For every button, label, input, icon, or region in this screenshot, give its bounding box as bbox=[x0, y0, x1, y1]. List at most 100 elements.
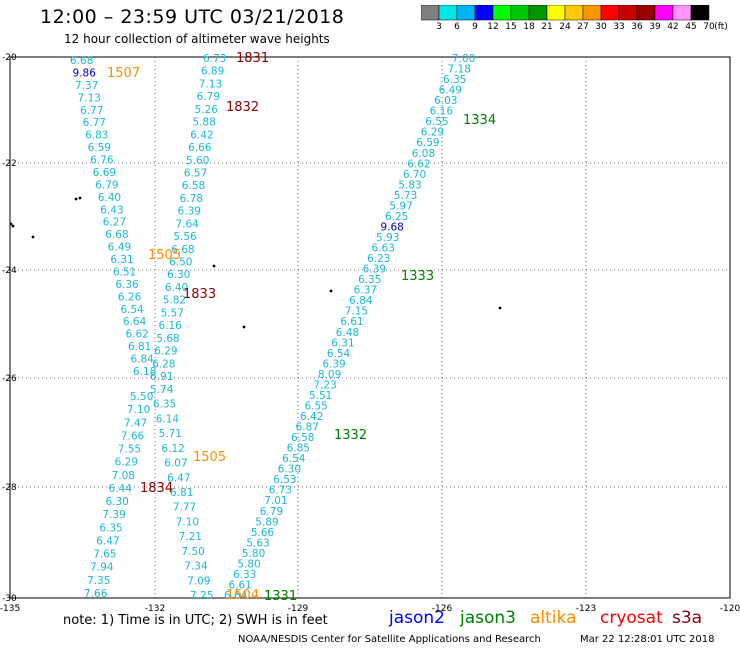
track-a-value: 6.51 bbox=[113, 266, 136, 278]
longitude-label: -129 bbox=[288, 604, 309, 614]
track-c-value: 6.48 bbox=[336, 327, 359, 339]
track-c-value: 6.35 bbox=[358, 274, 381, 286]
track-c-value: 6.59 bbox=[416, 137, 439, 149]
track-b-value: 6.39 bbox=[178, 206, 201, 218]
track-b-value: 6.73 bbox=[203, 53, 226, 65]
track-c-value: 6.08 bbox=[412, 148, 435, 160]
track-a-value: 6.76 bbox=[90, 155, 114, 167]
track-a-value: 6.31 bbox=[110, 254, 133, 266]
track-c-value: 7.18 bbox=[448, 64, 471, 76]
track-b-value: 6.07 bbox=[164, 458, 187, 470]
track-a-value: 6.27 bbox=[103, 217, 126, 229]
track-b-value: 5.26 bbox=[195, 104, 219, 116]
track-a-value: 6.43 bbox=[100, 204, 123, 216]
track-b-value: 6.42 bbox=[190, 129, 213, 141]
legend-altika: altika bbox=[530, 608, 577, 628]
color-scale-tick: 6 bbox=[454, 22, 460, 32]
track-b-value: 6.91 bbox=[150, 371, 173, 383]
track-a-value: 6.77 bbox=[80, 105, 103, 117]
track-c-value: 9.68 bbox=[380, 221, 403, 233]
track-b-value: 6.28 bbox=[152, 358, 175, 370]
color-scale-ticks: 3 6 9 12 15 18 21 24 27 30 33 36 39 42 45 70 (ft) bbox=[421, 22, 740, 34]
track-a-value: 7.37 bbox=[75, 80, 98, 92]
latitude-label: -22 bbox=[2, 159, 17, 169]
island-marker bbox=[498, 306, 502, 310]
track-c-value: 5.97 bbox=[389, 200, 412, 212]
color-scale-tick: 27 bbox=[577, 22, 589, 32]
color-scale-tick: 15 bbox=[505, 22, 517, 32]
track-b-value: 6.35 bbox=[153, 399, 176, 411]
island-marker bbox=[74, 197, 78, 201]
track-c-value: 6.62 bbox=[407, 158, 430, 170]
track-a-value: 6.29 bbox=[115, 457, 138, 469]
track-c-value: 6.63 bbox=[372, 243, 395, 255]
track-c-value: 6.16 bbox=[430, 106, 454, 118]
track-a-value: 6.68 bbox=[70, 55, 93, 67]
track-c-value: 6.49 bbox=[439, 85, 462, 97]
color-scale-unit: (ft) bbox=[714, 22, 728, 32]
track-c-value: 6.55 bbox=[304, 400, 327, 412]
track-a-value: 5.50 bbox=[130, 391, 153, 403]
longitude-label: -135 bbox=[0, 604, 20, 614]
track-a-value: 6.26 bbox=[118, 291, 142, 303]
pass-number-label: 1334 bbox=[463, 113, 496, 128]
track-c-value: 6.84 bbox=[349, 295, 373, 307]
track-a-value: 6.40 bbox=[98, 192, 121, 204]
track-a-value: 6.54 bbox=[120, 304, 144, 316]
color-scale-tick: 9 bbox=[472, 22, 478, 32]
legend-jason3: jason3 bbox=[460, 608, 516, 628]
track-a-value: 6.69 bbox=[93, 167, 116, 179]
track-b-value: 6.89 bbox=[201, 66, 224, 78]
track-c-value: 6.54 bbox=[327, 348, 351, 360]
track-b-value: 6.16 bbox=[158, 320, 182, 332]
track-b-value: 5.71 bbox=[159, 428, 182, 440]
track-b-value: 6.40 bbox=[165, 282, 188, 294]
page-subtitle: 12 hour collection of altimeter wave hei… bbox=[64, 32, 330, 46]
track-a-value: 7.66 bbox=[121, 430, 145, 442]
latitude-label: -20 bbox=[2, 53, 17, 63]
track-c-value: 7.00 bbox=[452, 53, 475, 65]
track-c-value: 6.64 bbox=[224, 590, 248, 602]
longitude-label: -123 bbox=[576, 604, 596, 614]
color-scale-tick: 70 bbox=[703, 22, 715, 32]
color-scale-tick: 39 bbox=[649, 22, 661, 32]
track-b-value: 5.74 bbox=[150, 384, 174, 396]
pass-number-label: 1507 bbox=[107, 66, 140, 81]
track-a-value: 6.36 bbox=[115, 279, 139, 291]
track-b-value: 6.57 bbox=[184, 167, 207, 179]
track-a-value: 6.47 bbox=[96, 535, 119, 547]
pass-number-label: 1331 bbox=[264, 589, 297, 604]
island-marker bbox=[9, 222, 13, 226]
track-a-value: 7.65 bbox=[93, 549, 116, 561]
track-c-value: 5.93 bbox=[376, 232, 399, 244]
track-b-value: 7.21 bbox=[179, 531, 202, 543]
color-scale-tick: 42 bbox=[667, 22, 679, 32]
track-c-value: 6.73 bbox=[269, 485, 292, 497]
color-scale-tick: 12 bbox=[487, 22, 499, 32]
latitude-label: -28 bbox=[2, 483, 17, 493]
island-marker bbox=[78, 196, 82, 200]
track-b-value: 7.77 bbox=[173, 502, 196, 514]
track-c-value: 6.33 bbox=[233, 569, 256, 581]
legend-cryosat: cryosat bbox=[600, 608, 663, 628]
footnote: note: 1) Time is in UTC; 2) SWH is in fe… bbox=[63, 613, 328, 628]
island-marker bbox=[242, 325, 246, 329]
track-b-value: 6.78 bbox=[180, 193, 203, 205]
track-c-value: 6.35 bbox=[443, 74, 466, 86]
track-b-value: 6.12 bbox=[161, 443, 184, 455]
pass-number-label: 1831 bbox=[236, 51, 269, 66]
pass-number-label: 1505 bbox=[193, 450, 226, 465]
island-marker bbox=[212, 264, 216, 268]
color-swatch bbox=[690, 5, 710, 21]
pass-number-label: 1504 bbox=[226, 588, 259, 603]
track-a-value: 6.68 bbox=[105, 229, 128, 241]
track-b-value: 6.68 bbox=[171, 244, 194, 256]
pass-number-label: 1505 bbox=[148, 248, 181, 263]
pass-number-label: 1333 bbox=[401, 269, 434, 284]
longitude-label: -120 bbox=[720, 604, 740, 614]
track-c-value: 6.87 bbox=[296, 422, 319, 434]
color-scale-tick: 45 bbox=[685, 22, 697, 32]
track-c-value: 6.85 bbox=[287, 443, 310, 455]
pass-number-label: 1833 bbox=[183, 287, 216, 302]
